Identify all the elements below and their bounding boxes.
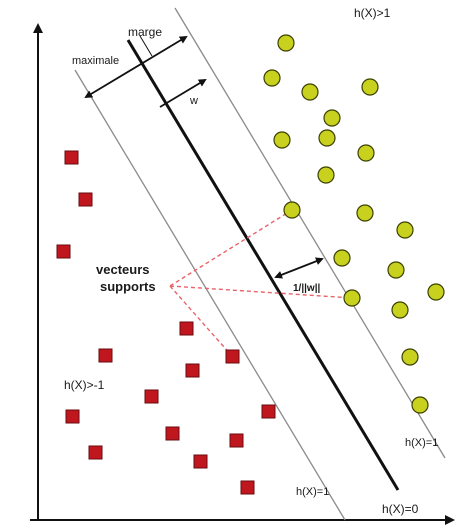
data-point-circle <box>301 83 319 101</box>
leader-to-circle-2 <box>169 285 353 299</box>
distance-label: 1/||w|| <box>293 283 321 294</box>
support-vectors-label-line1: vecteurs <box>96 262 149 277</box>
data-point-square <box>64 150 79 165</box>
marge-leader <box>139 35 153 57</box>
data-point-circle <box>391 301 409 319</box>
w-label: w <box>189 95 198 107</box>
data-point-circle <box>387 261 405 279</box>
data-point-square <box>65 409 80 424</box>
distance-arrow <box>274 257 324 279</box>
data-point-circle <box>283 201 301 219</box>
leader-to-square-1 <box>169 285 233 357</box>
data-point-circle <box>263 69 281 87</box>
data-point-circle <box>357 144 375 162</box>
negative-class-points <box>56 150 276 495</box>
data-point-square <box>261 404 276 419</box>
separating-hyperplane <box>126 39 400 491</box>
data-point-circle <box>273 131 291 149</box>
data-point-square <box>165 426 180 441</box>
data-point-circle <box>277 34 295 52</box>
data-point-circle <box>356 204 374 222</box>
margin-arrow <box>84 35 188 99</box>
maximale-label: maximale <box>72 55 119 67</box>
data-point-square <box>98 348 113 363</box>
data-point-square <box>144 389 159 404</box>
marge-label: marge <box>128 25 162 39</box>
data-point-circle <box>333 249 351 267</box>
hyperplane-equation: h(X)=0 <box>382 502 419 516</box>
data-point-square <box>193 454 208 469</box>
leader-to-circle-1 <box>169 209 293 287</box>
data-point-square <box>78 192 93 207</box>
positive-margin-equation: h(X)=1 <box>405 437 438 449</box>
data-point-square <box>88 445 103 460</box>
positive-margin-line <box>174 7 446 459</box>
data-point-circle <box>401 348 419 366</box>
data-point-square <box>240 480 255 495</box>
data-point-square <box>229 433 244 448</box>
data-point-circle <box>343 289 361 307</box>
data-point-circle <box>396 221 414 239</box>
data-point-square <box>179 321 194 336</box>
negative-margin-line <box>74 69 346 521</box>
data-point-circle <box>411 396 429 414</box>
data-point-square <box>56 244 71 259</box>
support-vector-leaders <box>169 209 353 357</box>
support-vectors-label-line2: supports <box>100 279 156 294</box>
positive-region-label: h(X)>1 <box>354 6 391 20</box>
data-point-square <box>185 363 200 378</box>
data-point-circle <box>317 166 335 184</box>
negative-margin-equation: h(X)=1 <box>296 486 329 498</box>
data-point-circle <box>427 283 445 301</box>
data-point-circle <box>323 109 341 127</box>
negative-region-label: h(X)>-1 <box>64 378 105 392</box>
positive-class-points <box>263 34 445 414</box>
data-point-square <box>225 349 240 364</box>
w-vector-arrow <box>159 78 207 108</box>
data-point-circle <box>361 78 379 96</box>
data-point-circle <box>318 129 336 147</box>
